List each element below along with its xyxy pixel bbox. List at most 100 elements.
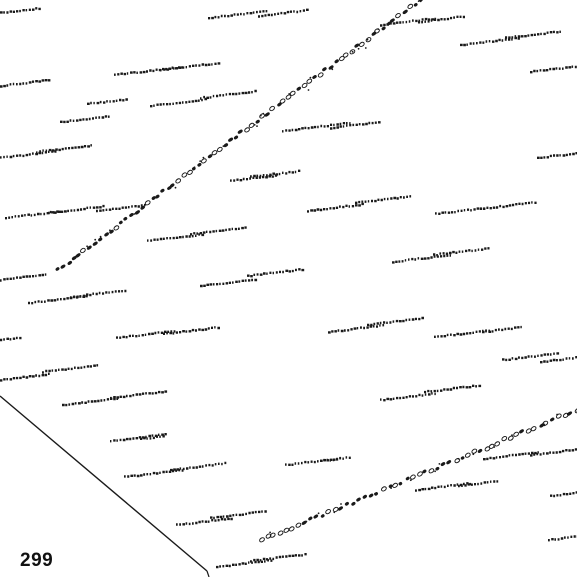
track-bead bbox=[80, 247, 86, 254]
track-speck bbox=[305, 520, 308, 523]
track-bead bbox=[342, 52, 349, 58]
dotted-streak bbox=[0, 150, 57, 159]
track-speck bbox=[202, 156, 205, 159]
track-bead bbox=[237, 129, 243, 134]
dotted-streak bbox=[380, 392, 436, 402]
track-speck bbox=[309, 76, 312, 79]
dotted-streak bbox=[424, 384, 482, 394]
track-bead bbox=[123, 217, 128, 221]
track-bead bbox=[337, 506, 343, 511]
dotted-streak bbox=[70, 289, 127, 299]
track-bead bbox=[488, 443, 495, 449]
track-bead bbox=[334, 59, 339, 64]
track-speck bbox=[193, 166, 196, 169]
track-bead bbox=[405, 476, 410, 481]
track-bead bbox=[428, 468, 435, 474]
track-speck bbox=[235, 135, 238, 138]
track-bead bbox=[507, 435, 514, 441]
track-bead bbox=[494, 441, 501, 447]
track-speck bbox=[472, 453, 475, 456]
dotted-streak bbox=[392, 254, 451, 264]
track-bead bbox=[181, 172, 188, 178]
track-bead bbox=[402, 9, 408, 15]
track-speck bbox=[331, 68, 334, 71]
track-bead bbox=[422, 469, 427, 474]
track-speck bbox=[390, 487, 392, 489]
track-bead bbox=[395, 13, 401, 19]
track-bead bbox=[259, 113, 265, 119]
track-bead bbox=[277, 530, 284, 536]
track-speck bbox=[366, 38, 369, 41]
track-bead bbox=[55, 267, 60, 271]
track-bead bbox=[109, 229, 114, 234]
dotted-streak bbox=[28, 295, 88, 305]
dotted-streak bbox=[458, 480, 499, 488]
track-bead bbox=[60, 264, 66, 269]
track-bead bbox=[410, 474, 416, 480]
track-speck bbox=[99, 235, 102, 238]
lower-particle-track bbox=[259, 408, 577, 543]
track-speck bbox=[438, 463, 441, 465]
track-speck bbox=[199, 160, 202, 163]
dotted-streak bbox=[190, 226, 247, 236]
track-bead bbox=[381, 26, 386, 31]
track-bead bbox=[413, 3, 418, 7]
track-bead bbox=[98, 237, 103, 242]
dotted-streak bbox=[247, 268, 305, 278]
track-bead bbox=[313, 514, 319, 519]
track-bead bbox=[566, 411, 573, 416]
track-bead bbox=[223, 143, 229, 148]
dotted-streak bbox=[210, 510, 267, 520]
dotted-streak bbox=[208, 10, 268, 20]
track-bead bbox=[513, 431, 519, 437]
dotted-streak bbox=[147, 233, 205, 242]
track-bead bbox=[269, 105, 275, 112]
dotted-streak bbox=[96, 203, 146, 213]
track-bead bbox=[67, 260, 73, 265]
track-bead bbox=[317, 72, 324, 78]
dotted-streak bbox=[150, 97, 208, 108]
track-bead bbox=[259, 537, 265, 543]
dotted-streak bbox=[434, 329, 490, 338]
track-bead bbox=[435, 466, 440, 471]
dotted-streak bbox=[42, 364, 99, 374]
track-bead bbox=[530, 426, 537, 432]
dotted-streak bbox=[415, 482, 472, 492]
track-bead bbox=[501, 436, 508, 442]
track-bead bbox=[175, 178, 182, 184]
track-speck bbox=[133, 213, 136, 215]
track-bead bbox=[207, 154, 213, 159]
track-speck bbox=[434, 470, 436, 473]
dotted-streak bbox=[62, 397, 119, 407]
track-bead bbox=[269, 532, 276, 538]
track-bead bbox=[328, 65, 334, 70]
dotted-streak bbox=[36, 144, 92, 154]
track-bead bbox=[484, 446, 491, 452]
track-bead bbox=[519, 429, 524, 434]
track-bead bbox=[446, 460, 452, 465]
dotted-streak bbox=[250, 553, 307, 563]
dotted-streak bbox=[250, 169, 301, 178]
track-bead bbox=[362, 494, 367, 499]
dotted-streak bbox=[140, 435, 165, 440]
dotted-streak bbox=[60, 115, 110, 124]
page-number: 299 bbox=[20, 550, 54, 571]
dotted-streak bbox=[530, 448, 577, 457]
dotted-streak bbox=[282, 122, 351, 133]
track-bead bbox=[295, 522, 302, 528]
track-speck bbox=[317, 512, 320, 515]
track-speck bbox=[377, 28, 380, 30]
dotted-streak bbox=[537, 152, 577, 159]
track-bead bbox=[216, 146, 223, 153]
dotted-streak bbox=[0, 336, 22, 342]
dotted-streak bbox=[328, 324, 385, 334]
track-speck bbox=[333, 511, 336, 514]
track-speck bbox=[340, 503, 342, 505]
dotted-streak bbox=[110, 433, 167, 443]
dotted-streaks-layer bbox=[0, 7, 577, 569]
dotted-streak bbox=[0, 372, 50, 382]
track-bead bbox=[306, 78, 313, 84]
track-bead bbox=[351, 501, 356, 506]
track-bead bbox=[129, 213, 134, 217]
